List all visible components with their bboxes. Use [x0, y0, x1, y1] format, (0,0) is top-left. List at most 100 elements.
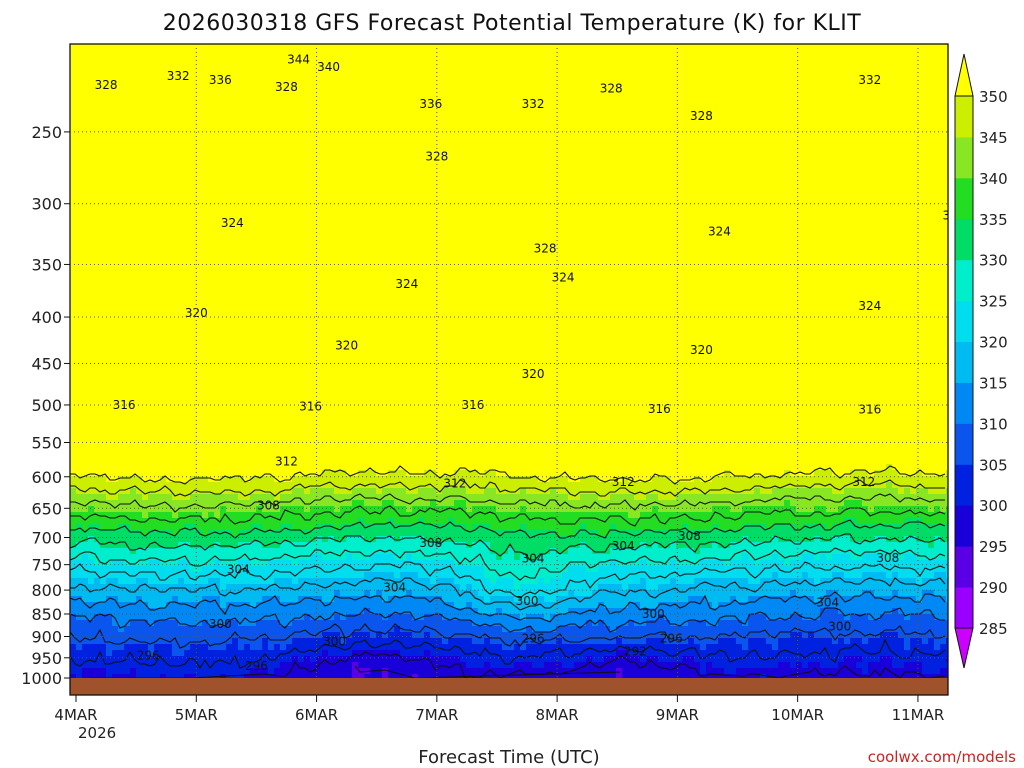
- field-cell: [190, 56, 197, 63]
- field-cell: [334, 176, 341, 183]
- field-cell: [238, 560, 245, 567]
- field-cell: [178, 350, 185, 357]
- field-cell: [118, 434, 125, 441]
- field-cell: [298, 632, 305, 639]
- field-cell: [190, 554, 197, 561]
- field-cell: [82, 602, 89, 609]
- field-cell: [340, 254, 347, 261]
- field-cell: [88, 314, 95, 321]
- field-cell: [244, 146, 251, 153]
- field-cell: [130, 164, 137, 171]
- field-cell: [340, 404, 347, 411]
- field-cell: [148, 74, 155, 81]
- field-cell: [124, 104, 131, 111]
- field-cell: [298, 44, 305, 51]
- field-cell: [76, 44, 83, 51]
- field-cell: [106, 350, 113, 357]
- field-cell: [334, 86, 341, 93]
- field-cell: [196, 434, 203, 441]
- field-cell: [220, 164, 227, 171]
- field-cell: [256, 614, 263, 621]
- field-cell: [250, 326, 257, 333]
- field-cell: [94, 566, 101, 573]
- field-cell: [136, 380, 143, 387]
- field-cell: [202, 590, 209, 597]
- field-cell: [250, 662, 257, 669]
- field-cell: [238, 284, 245, 291]
- field-cell: [322, 332, 329, 339]
- field-cell: [88, 632, 95, 639]
- field-cell: [196, 524, 203, 531]
- field-cell: [238, 344, 245, 351]
- field-cell: [274, 80, 281, 87]
- field-cell: [256, 494, 263, 501]
- field-cell: [118, 542, 125, 549]
- field-cell: [184, 56, 191, 63]
- field-cell: [220, 146, 227, 153]
- field-cell: [202, 122, 209, 129]
- field-cell: [142, 236, 149, 243]
- field-cell: [292, 110, 299, 117]
- field-cell: [166, 380, 173, 387]
- field-cell: [178, 398, 185, 405]
- field-cell: [160, 200, 167, 207]
- field-cell: [226, 548, 233, 555]
- field-cell: [280, 416, 287, 423]
- field-cell: [172, 572, 179, 579]
- field-cell: [244, 674, 251, 678]
- field-cell: [244, 296, 251, 303]
- field-cell: [250, 266, 257, 273]
- field-cell: [130, 572, 137, 579]
- field-cell: [280, 122, 287, 129]
- field-cell: [274, 362, 281, 369]
- field-cell: [256, 506, 263, 513]
- field-cell: [274, 104, 281, 111]
- field-cell: [280, 614, 287, 621]
- field-cell: [70, 500, 77, 507]
- field-cell: [232, 632, 239, 639]
- field-cell: [316, 626, 323, 633]
- field-cell: [310, 428, 317, 435]
- field-cell: [322, 410, 329, 417]
- field-cell: [196, 398, 203, 405]
- field-cell: [238, 272, 245, 279]
- field-cell: [322, 110, 329, 117]
- field-cell: [214, 368, 221, 375]
- field-cell: [124, 140, 131, 147]
- field-cell: [88, 278, 95, 285]
- field-cell: [208, 320, 215, 327]
- field-cell: [244, 344, 251, 351]
- field-cell: [100, 110, 107, 117]
- field-cell: [124, 494, 131, 501]
- field-cell: [298, 572, 305, 579]
- field-cell: [340, 98, 347, 105]
- field-cell: [304, 296, 311, 303]
- field-cell: [172, 344, 179, 351]
- field-cell: [340, 392, 347, 399]
- field-cell: [196, 614, 203, 621]
- field-cell: [244, 632, 251, 639]
- field-cell: [304, 560, 311, 567]
- field-cell: [112, 80, 119, 87]
- field-cell: [130, 260, 137, 267]
- field-cell: [172, 590, 179, 597]
- field-cell: [172, 212, 179, 219]
- field-cell: [196, 362, 203, 369]
- field-cell: [232, 542, 239, 549]
- field-cell: [172, 110, 179, 117]
- field-cell: [346, 614, 353, 621]
- field-cell: [322, 176, 329, 183]
- field-cell: [124, 236, 131, 243]
- field-cell: [298, 524, 305, 531]
- field-cell: [148, 152, 155, 159]
- field-cell: [142, 140, 149, 147]
- field-cell: [334, 332, 341, 339]
- field-cell: [124, 404, 131, 411]
- field-cell: [238, 422, 245, 429]
- field-cell: [100, 470, 107, 477]
- field-cell: [292, 254, 299, 261]
- field-cell: [160, 392, 167, 399]
- field-cell: [262, 608, 269, 615]
- field-cell: [334, 284, 341, 291]
- field-cell: [82, 80, 89, 87]
